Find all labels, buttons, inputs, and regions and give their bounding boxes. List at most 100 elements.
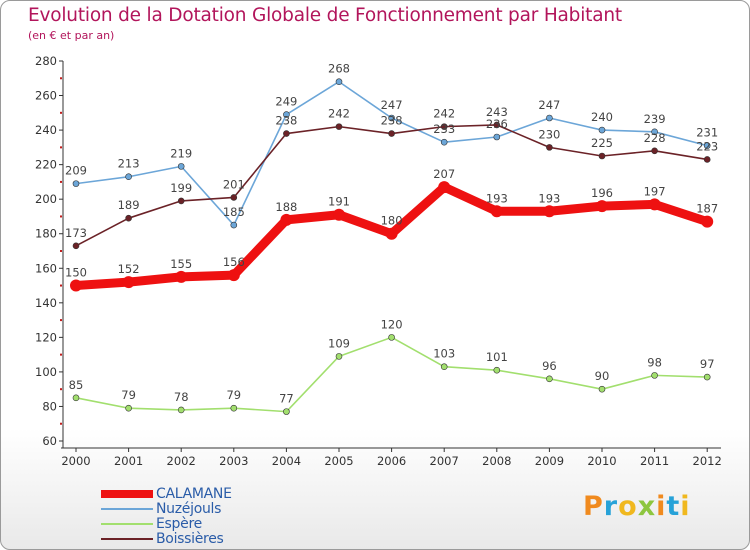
data-point (125, 214, 132, 222)
data-point (177, 197, 185, 205)
data-point (333, 208, 345, 221)
data-label: 231 (696, 126, 718, 140)
data-label: 197 (644, 184, 666, 198)
data-label: 199 (170, 181, 192, 195)
data-point (72, 242, 80, 250)
data-point (72, 394, 80, 402)
y-tick-label: 80 (42, 399, 57, 413)
legend-label-espere: Espère (156, 516, 202, 532)
y-tick-label: 100 (35, 365, 57, 379)
data-point (125, 173, 132, 181)
data-label: 201 (223, 177, 245, 191)
x-tick-label: 2000 (61, 454, 90, 468)
data-label: 78 (174, 390, 189, 404)
data-label: 268 (328, 62, 350, 76)
data-label: 225 (591, 136, 613, 150)
data-point (438, 181, 451, 194)
data-label: 90 (595, 369, 610, 383)
data-label: 152 (118, 262, 140, 276)
y-tick-label: 120 (35, 330, 57, 344)
data-point (125, 404, 132, 412)
data-point (598, 126, 606, 134)
y-minor-tick (60, 422, 62, 425)
data-point (543, 205, 556, 218)
legend-swatch-boissieres (101, 538, 153, 540)
data-label: 188 (275, 200, 297, 214)
data-label: 219 (170, 146, 192, 160)
legend-item-calamane: CALAMANE (101, 486, 361, 502)
legend-label-calamane: CALAMANE (156, 486, 232, 502)
data-point (596, 200, 608, 213)
y-tick-label: 180 (35, 227, 57, 241)
data-label: 150 (65, 266, 87, 280)
data-point (440, 138, 448, 146)
legend-item-espere: Espère (101, 516, 361, 532)
data-point (175, 270, 188, 283)
data-point (335, 78, 343, 86)
data-label: 238 (381, 114, 403, 128)
data-label: 189 (118, 198, 140, 212)
y-minor-tick (60, 77, 62, 80)
data-point (72, 180, 80, 187)
x-tick-label: 2002 (167, 454, 196, 468)
data-point (440, 123, 448, 130)
data-label: 230 (538, 127, 560, 141)
data-point (651, 147, 658, 155)
data-point (177, 406, 185, 414)
data-label: 240 (591, 110, 613, 124)
x-tick-label: 2010 (587, 454, 616, 468)
y-minor-tick (60, 215, 62, 218)
data-point (283, 130, 290, 137)
data-point (440, 363, 448, 371)
data-label: 228 (644, 131, 666, 145)
proxiti-logo: Proxiti (583, 491, 691, 522)
legend-item-nuzejouls: Nuzéjouls (101, 501, 361, 517)
data-point (230, 221, 238, 229)
data-label: 79 (226, 388, 241, 402)
legend-swatch-espere (101, 523, 153, 525)
data-point (651, 372, 658, 379)
data-label: 185 (223, 205, 245, 219)
x-tick-label: 2003 (219, 454, 248, 468)
data-point (388, 130, 395, 137)
data-point (230, 194, 238, 201)
y-minor-tick (60, 284, 62, 287)
legend-swatch-nuzejouls (101, 508, 153, 510)
y-minor-tick (60, 250, 62, 252)
data-label: 96 (542, 359, 557, 373)
y-minor-tick (60, 146, 62, 149)
data-label: 247 (381, 98, 403, 112)
chart-title: Evolution de la Dotation Globale de Fonc… (28, 5, 622, 26)
data-label: 97 (700, 357, 715, 371)
data-point (598, 152, 606, 160)
data-label: 187 (696, 202, 718, 216)
y-tick-label: 160 (35, 261, 57, 275)
x-tick-label: 2001 (114, 454, 143, 468)
data-point (493, 121, 501, 129)
data-point (335, 123, 343, 130)
data-point (280, 213, 293, 226)
data-label: 239 (644, 112, 666, 126)
data-point (385, 227, 398, 240)
data-point (283, 408, 290, 415)
x-tick-label: 2004 (272, 454, 301, 468)
data-point (493, 366, 501, 374)
x-tick-label: 2012 (693, 454, 722, 468)
legend-swatch-calamane (101, 490, 153, 498)
data-label: 196 (591, 186, 613, 200)
data-point (703, 156, 711, 163)
y-tick-label: 260 (35, 89, 57, 103)
data-label: 249 (275, 95, 297, 109)
y-tick-label: 140 (35, 296, 57, 310)
data-label: 193 (538, 191, 560, 205)
data-point (177, 163, 185, 170)
data-point (283, 111, 290, 118)
data-point (651, 128, 658, 136)
data-point (388, 114, 395, 122)
data-label: 233 (433, 122, 455, 136)
data-label: 180 (381, 214, 403, 228)
data-label: 156 (223, 255, 245, 269)
y-tick-label: 280 (35, 54, 57, 68)
